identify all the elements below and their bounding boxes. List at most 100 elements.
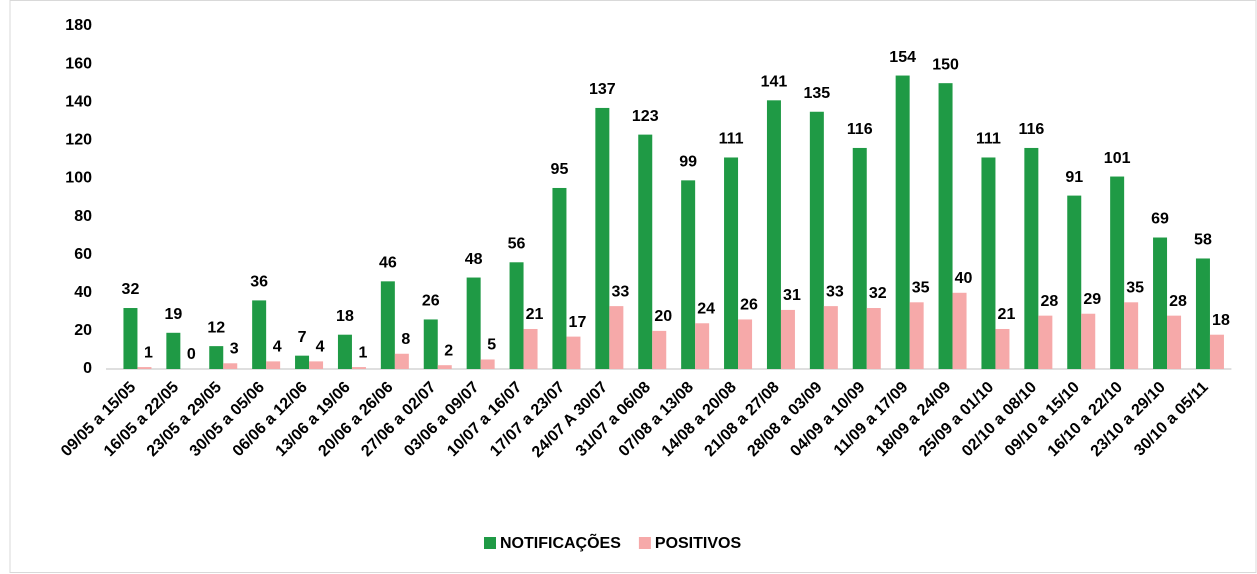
bar bbox=[681, 180, 696, 369]
bar bbox=[480, 359, 495, 369]
bar bbox=[1038, 315, 1053, 369]
data-label: 150 bbox=[932, 56, 959, 73]
bar bbox=[909, 302, 924, 369]
x-tick-label: 02/10 a 08/10 bbox=[959, 379, 1040, 460]
bar bbox=[738, 319, 753, 369]
y-tick-label: 60 bbox=[74, 246, 92, 263]
data-label: 95 bbox=[551, 161, 569, 178]
x-tick-label: 11/09 a 17/09 bbox=[831, 379, 912, 460]
data-label: 17 bbox=[569, 314, 587, 331]
bar bbox=[380, 281, 395, 369]
x-tick-label: 28/08 a 03/09 bbox=[744, 379, 825, 460]
data-label: 32 bbox=[869, 285, 887, 302]
x-tick-label: 07/08 a 13/08 bbox=[616, 379, 697, 460]
bar bbox=[866, 308, 881, 369]
bar bbox=[566, 336, 581, 369]
x-tick-label: 25/09 a 01/10 bbox=[916, 379, 997, 460]
bar bbox=[1110, 176, 1125, 369]
legend-swatch bbox=[638, 537, 651, 549]
bar bbox=[252, 300, 267, 369]
data-label: 28 bbox=[1169, 293, 1187, 310]
data-label: 1 bbox=[144, 344, 153, 361]
data-label: 46 bbox=[379, 255, 397, 272]
data-label: 18 bbox=[336, 308, 354, 325]
bar bbox=[1124, 302, 1139, 369]
data-label: 12 bbox=[207, 319, 225, 336]
bar bbox=[809, 111, 824, 369]
data-label: 99 bbox=[679, 154, 697, 171]
x-tick-label: 16/10 a 22/10 bbox=[1045, 379, 1126, 460]
bar bbox=[695, 323, 710, 369]
x-tick-label: 17/07 a 23/07 bbox=[487, 379, 568, 460]
bar bbox=[1209, 334, 1224, 369]
data-label: 33 bbox=[611, 283, 629, 300]
bar bbox=[638, 134, 653, 369]
bar bbox=[552, 187, 567, 369]
data-label: 48 bbox=[465, 251, 483, 268]
bar bbox=[1153, 237, 1168, 369]
data-label: 35 bbox=[912, 280, 930, 297]
y-tick-label: 100 bbox=[65, 170, 92, 187]
data-label: 21 bbox=[526, 306, 544, 323]
x-tick-label: 03/06 a 09/07 bbox=[401, 379, 482, 460]
data-label: 69 bbox=[1151, 211, 1169, 228]
chart-frame bbox=[9, 0, 1257, 573]
x-tick-label: 04/09 a 10/09 bbox=[787, 379, 868, 460]
bar bbox=[1024, 147, 1039, 369]
data-label: 40 bbox=[955, 270, 973, 287]
y-tick-label: 140 bbox=[65, 93, 92, 110]
bar bbox=[724, 157, 739, 369]
bar bbox=[309, 361, 324, 369]
x-tick-label: 06/06 a 12/06 bbox=[230, 379, 311, 460]
y-tick-label: 180 bbox=[65, 17, 92, 34]
data-label: 32 bbox=[122, 281, 140, 298]
data-label: 56 bbox=[508, 236, 526, 253]
bar bbox=[466, 277, 481, 369]
x-tick-label: 31/07 a 06/08 bbox=[573, 379, 654, 460]
data-label: 26 bbox=[740, 297, 758, 314]
x-tick-label: 10/07 a 16/07 bbox=[444, 379, 525, 460]
legend-label: NOTIFICAÇÕES bbox=[500, 532, 621, 552]
y-tick-label: 40 bbox=[74, 284, 92, 301]
data-label: 18 bbox=[1212, 312, 1230, 329]
x-tick-label: 30/10 a 05/11 bbox=[1131, 379, 1212, 460]
data-label: 123 bbox=[632, 108, 659, 125]
x-tick-label: 24/07 A 30/07 bbox=[529, 379, 611, 461]
bar bbox=[1081, 313, 1096, 369]
x-tick-label: 27/06 a 02/07 bbox=[358, 379, 439, 460]
data-label: 35 bbox=[1126, 280, 1144, 297]
legend-label: POSITIVOS bbox=[655, 535, 742, 552]
legend-swatch bbox=[484, 537, 496, 549]
bar bbox=[509, 262, 524, 369]
data-label: 31 bbox=[783, 287, 801, 304]
bar bbox=[423, 319, 438, 369]
x-tick-label: 09/10 a 15/10 bbox=[1002, 379, 1083, 460]
bar bbox=[337, 334, 352, 369]
data-label: 58 bbox=[1194, 232, 1212, 249]
bar bbox=[266, 361, 281, 369]
bar bbox=[1067, 195, 1082, 369]
data-label: 111 bbox=[719, 131, 744, 148]
bar bbox=[351, 367, 366, 369]
bar bbox=[295, 355, 310, 369]
bar bbox=[1167, 315, 1182, 369]
bar bbox=[223, 363, 238, 369]
x-tick-label: 16/05 a 22/05 bbox=[101, 379, 182, 460]
bar bbox=[437, 365, 452, 369]
data-label: 135 bbox=[803, 85, 830, 102]
x-tick-label: 14/08 a 20/08 bbox=[659, 379, 740, 460]
x-tick-label: 21/08 a 27/08 bbox=[702, 379, 783, 460]
bar bbox=[1195, 258, 1210, 369]
y-tick-label: 120 bbox=[65, 132, 92, 149]
x-tick-label: 18/09 a 24/09 bbox=[873, 379, 954, 460]
data-label: 8 bbox=[401, 331, 410, 348]
bar bbox=[981, 157, 996, 369]
data-label: 19 bbox=[164, 306, 182, 323]
data-label: 101 bbox=[1104, 150, 1131, 167]
bar bbox=[995, 328, 1010, 369]
data-label: 154 bbox=[889, 49, 916, 66]
data-label: 1 bbox=[358, 344, 367, 361]
data-label: 4 bbox=[316, 339, 325, 356]
bar bbox=[394, 353, 409, 369]
data-label: 111 bbox=[976, 131, 1001, 148]
